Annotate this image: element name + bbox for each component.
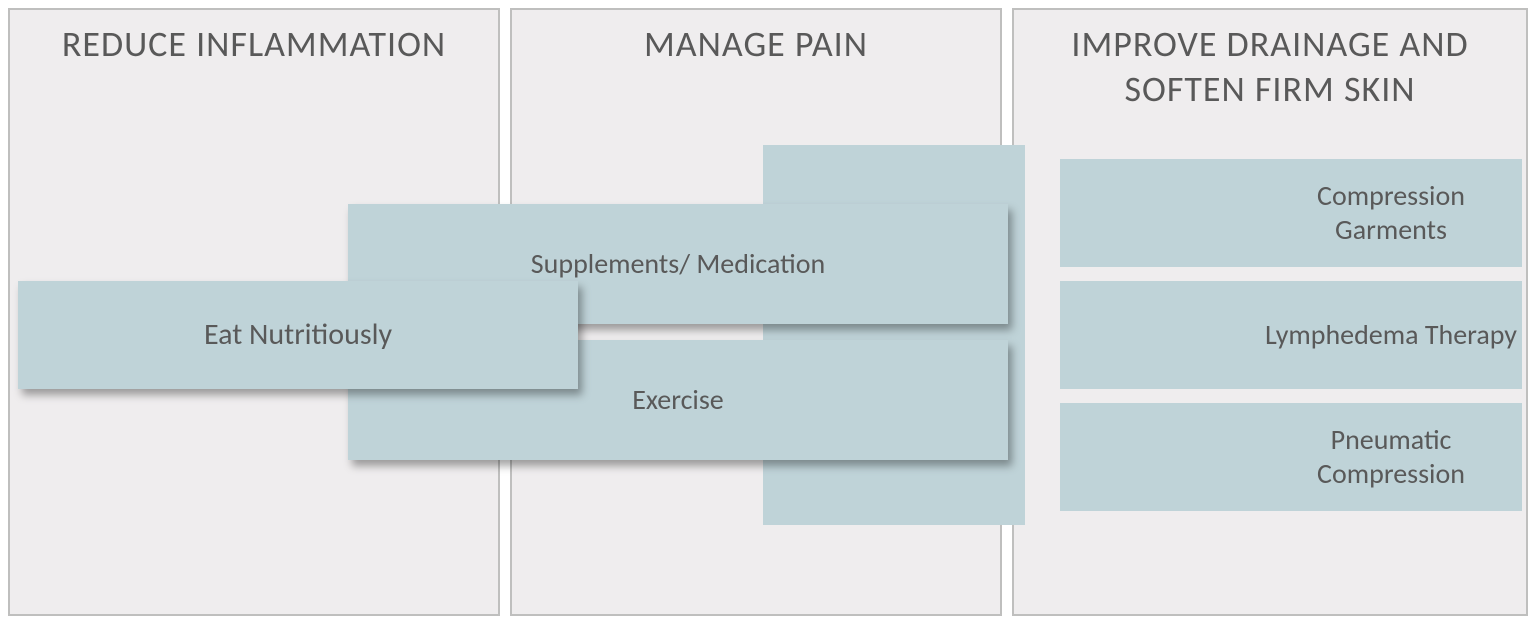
column-title: REDUCE INFLAMMATION bbox=[10, 10, 498, 67]
column-title: IMPROVE DRAINAGE AND SOFTEN FIRM SKIN bbox=[1014, 10, 1526, 112]
bar-eat-nutritiously: Eat Nutritiously bbox=[18, 281, 578, 389]
bar-label: Compression Garments bbox=[1260, 179, 1522, 246]
bar-label: Supplements/ Medication bbox=[531, 247, 825, 281]
bar-label: Lymphedema Therapy bbox=[1265, 318, 1517, 352]
bar-backdrop bbox=[763, 145, 1025, 525]
bar-pneumatic-compression: Pneumatic Compression bbox=[1060, 403, 1522, 511]
bar-label: Pneumatic Compression bbox=[1260, 423, 1522, 490]
bar-lymphedema-therapy: Lymphedema Therapy bbox=[1060, 281, 1522, 389]
bar-label: Exercise bbox=[632, 383, 724, 417]
column-title: MANAGE PAIN bbox=[512, 10, 1000, 67]
bar-label: Eat Nutritiously bbox=[204, 317, 392, 353]
bar-compression-garments: Compression Garments bbox=[1060, 159, 1522, 267]
diagram-stage: REDUCE INFLAMMATION MANAGE PAIN IMPROVE … bbox=[0, 0, 1536, 625]
